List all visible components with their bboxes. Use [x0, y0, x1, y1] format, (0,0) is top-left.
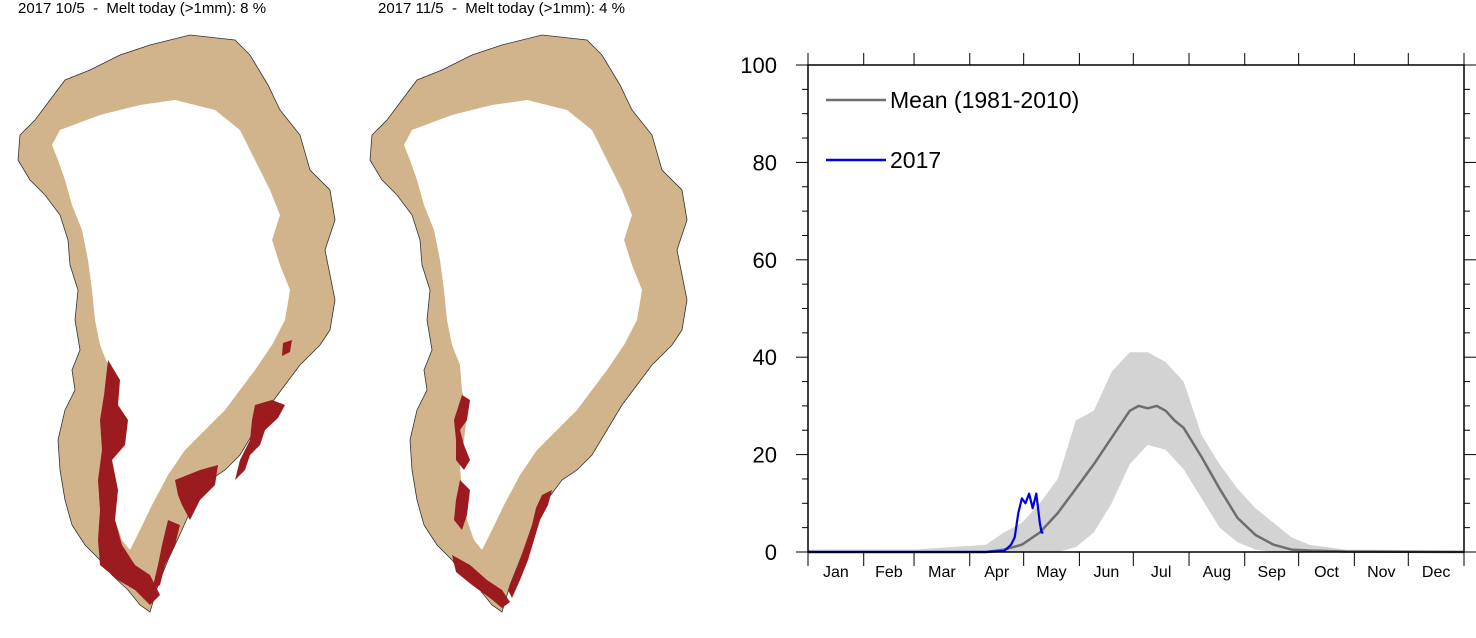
y-tick-label: 20: [753, 443, 777, 468]
x-tick-label: Mar: [928, 564, 956, 581]
right-map-title: 2017 11/5 - Melt today (>1mm): 4 %: [378, 0, 625, 17]
melt-area: [282, 340, 292, 356]
x-tick-label: Sep: [1257, 564, 1286, 581]
series-line-2017: [808, 492, 1044, 554]
x-tick-label: Apr: [984, 564, 1010, 581]
ticks-layer: [796, 53, 1476, 566]
melt-area: [235, 400, 285, 480]
x-tick-label: Dec: [1422, 564, 1450, 581]
melt-area: [508, 490, 552, 598]
melt-area: [152, 520, 180, 590]
melt-extent-chart: Jan Feb Mar Apr May Jun Jul Aug Sep Oct Nov Dec 0 20 4…: [740, 53, 1476, 581]
left-map-title: 2017 10/5 - Melt today (>1mm): 8 %: [18, 0, 267, 17]
greenland-ice-sheet: [52, 100, 290, 550]
series-line-mean: [808, 404, 1465, 554]
legend: Mean (1981-2010) 2017: [826, 87, 1079, 173]
greenland-melt-map-left: [17, 34, 336, 613]
y-tick-label: 100: [740, 53, 777, 78]
legend-label: Mean (1981-2010): [890, 87, 1079, 113]
y-tick-label: 60: [753, 248, 777, 273]
x-tick-label: Jul: [1151, 564, 1171, 581]
tick-labels-layer: Jan Feb Mar Apr May Jun Jul Aug Sep Oct Nov Dec 0 20 4…: [740, 53, 1450, 581]
x-tick-label: Jan: [823, 564, 849, 581]
melt-area: [454, 480, 470, 530]
range-band-layer: [808, 352, 1464, 552]
melt-area: [175, 465, 218, 520]
y-tick-label: 80: [753, 150, 777, 175]
melt-area: [452, 555, 510, 608]
greenland-ice-sheet: [404, 100, 642, 550]
x-tick-label: Aug: [1203, 564, 1231, 581]
plot-frame: [807, 64, 1465, 553]
x-tick-label: Feb: [875, 564, 903, 581]
range-band: [808, 352, 1464, 552]
x-tick-label: Oct: [1314, 564, 1339, 581]
melt-area: [98, 360, 160, 605]
y-tick-label: 40: [753, 345, 777, 370]
legend-label: 2017: [890, 147, 941, 173]
x-tick-label: Jun: [1093, 564, 1119, 581]
series-lines-layer: [808, 404, 1465, 554]
melt-area: [454, 395, 470, 470]
x-tick-label: Nov: [1367, 564, 1395, 581]
greenland-melt-map-right: [369, 34, 688, 613]
x-tick-label: May: [1036, 564, 1066, 581]
y-tick-label: 0: [765, 540, 777, 565]
